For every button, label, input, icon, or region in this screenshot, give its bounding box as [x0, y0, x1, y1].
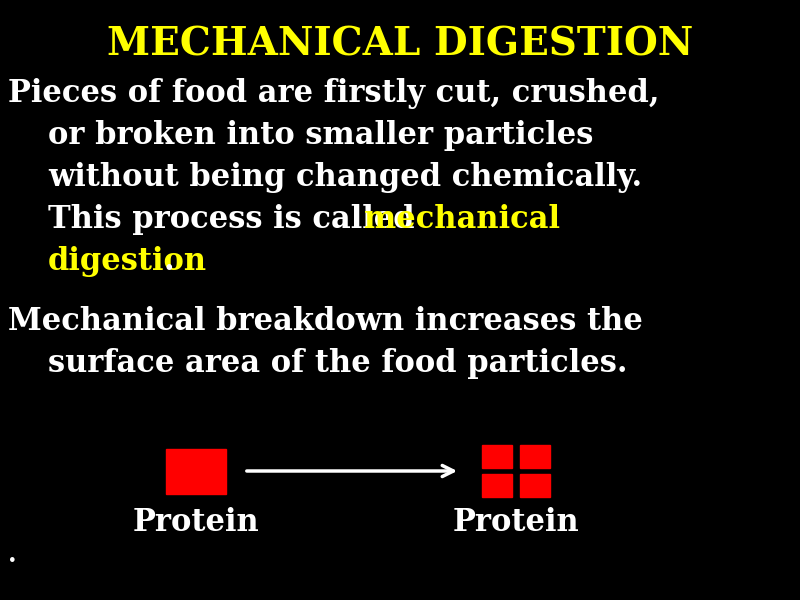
Text: surface area of the food particles.: surface area of the food particles.	[48, 348, 627, 379]
Text: Protein: Protein	[133, 507, 259, 538]
Text: without being changed chemically.: without being changed chemically.	[48, 162, 642, 193]
Text: Mechanical breakdown increases the: Mechanical breakdown increases the	[8, 306, 643, 337]
Bar	[482, 445, 512, 468]
Text: Protein: Protein	[453, 507, 579, 538]
Bar	[520, 445, 550, 468]
Text: Pieces of food are firstly cut, crushed,: Pieces of food are firstly cut, crushed,	[8, 78, 659, 109]
Text: mechanical: mechanical	[364, 204, 560, 235]
Text: .: .	[8, 543, 17, 567]
Text: This process is called: This process is called	[48, 204, 426, 235]
Text: digestion: digestion	[48, 246, 207, 277]
Text: MECHANICAL DIGESTION: MECHANICAL DIGESTION	[107, 25, 693, 63]
Text: or broken into smaller particles: or broken into smaller particles	[48, 120, 594, 151]
Bar	[520, 474, 550, 497]
Bar	[482, 474, 512, 497]
Bar	[166, 449, 226, 493]
Text: .: .	[164, 246, 174, 277]
